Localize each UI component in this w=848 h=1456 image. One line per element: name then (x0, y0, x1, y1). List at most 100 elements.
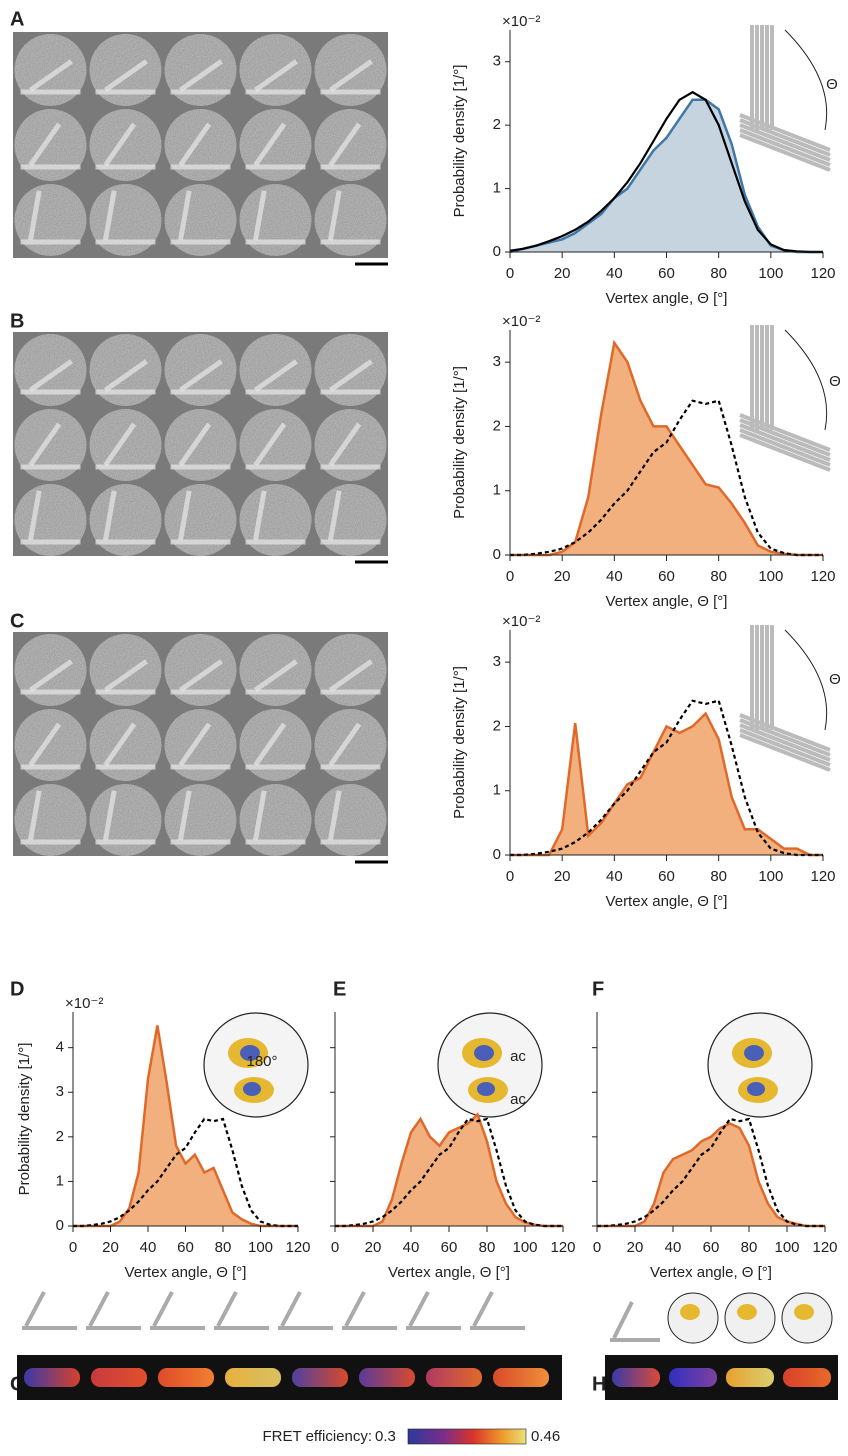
y-tick-label: 3 (56, 1083, 64, 1100)
y-axis-label: Probability density [1/°] (451, 666, 468, 819)
origami-bundle (739, 413, 831, 452)
y-multiplier: ×10⁻² (502, 613, 540, 630)
micrograph-disc (14, 784, 87, 856)
micrograph-disc (89, 709, 162, 781)
fret-strip (669, 1368, 717, 1387)
filament (253, 490, 267, 541)
micrograph-disc (89, 109, 162, 181)
micrograph-disc (314, 109, 387, 181)
x-tick-label: 40 (606, 868, 623, 885)
micrograph (89, 409, 162, 481)
origami-icon (342, 1291, 397, 1330)
x-tick-label: 80 (710, 265, 727, 282)
annotation: Θ (829, 373, 841, 390)
origami-bundle (739, 428, 831, 467)
colorbar (407, 1428, 527, 1445)
fret-strip (225, 1368, 281, 1387)
inset-diagram (739, 625, 831, 772)
micrograph (89, 109, 162, 181)
filament (28, 490, 42, 541)
micrograph-disc (164, 484, 237, 556)
bundle (472, 1291, 494, 1327)
x-tick-label: 0 (593, 1239, 601, 1256)
filament (328, 790, 342, 841)
y-tick-label: 1 (56, 1172, 64, 1189)
x-axis-label: Vertex angle, Θ [°] (125, 1264, 247, 1281)
x-axis-label: Vertex angle, Θ [°] (606, 893, 728, 910)
micrograph (164, 109, 237, 181)
y-tick-label: 1 (493, 482, 501, 499)
origami-bundle (739, 128, 831, 167)
x-tick-label: 20 (554, 868, 571, 885)
x-tick-label: 120 (285, 1239, 310, 1256)
reference-line (510, 399, 823, 557)
micrograph (89, 484, 162, 556)
filament (253, 122, 287, 167)
filament (328, 190, 342, 241)
micrograph (314, 34, 387, 106)
protein-core (744, 1045, 764, 1061)
x-tick-label: 120 (812, 1239, 837, 1256)
micrograph-disc (14, 709, 87, 781)
micrograph (164, 334, 237, 406)
micrograph-disc (239, 34, 312, 106)
micrograph-disc (314, 709, 387, 781)
density-outline (509, 98, 823, 254)
x-tick-label: 100 (512, 1239, 537, 1256)
panel-label: F (592, 978, 604, 1000)
x-tick-label: 0 (506, 868, 514, 885)
x-tick-label: 120 (810, 265, 835, 282)
micrograph-disc (239, 334, 312, 406)
micrograph (239, 484, 312, 556)
inset-diagram (707, 1012, 813, 1118)
micrograph (14, 109, 87, 181)
filament (329, 659, 373, 693)
micrograph (89, 784, 162, 856)
micrograph (164, 634, 237, 706)
fret-strip (726, 1368, 774, 1387)
micrograph (239, 109, 312, 181)
micrograph-disc (89, 184, 162, 256)
micrograph-disc (239, 409, 312, 481)
x-tick-label: 40 (403, 1239, 420, 1256)
micrograph-disc (164, 784, 237, 856)
density-area (73, 1025, 298, 1226)
filament (178, 490, 192, 541)
micrograph-disc (164, 634, 237, 706)
micrograph (314, 334, 387, 406)
inset-diagram (437, 1012, 543, 1118)
inset-diagram (739, 25, 831, 172)
filament (253, 790, 267, 841)
density-area (335, 1114, 563, 1226)
micrograph (314, 484, 387, 556)
micrograph-disc (14, 184, 87, 256)
micrograph-disc (239, 634, 312, 706)
density-outline (510, 711, 823, 857)
filament (253, 422, 287, 467)
x-tick-label: 20 (102, 1239, 119, 1256)
micrograph (89, 634, 162, 706)
origami-icon (86, 1291, 141, 1330)
micrograph (164, 784, 237, 856)
origami-bundle (739, 423, 831, 462)
fret-strip (158, 1368, 214, 1387)
reference-line (335, 1117, 563, 1228)
micrograph-disc (164, 709, 237, 781)
y-axis-label: Probability density [1/°] (451, 65, 468, 218)
micrograph (14, 709, 87, 781)
annotation: 180° (246, 1053, 277, 1070)
reference-line (597, 1117, 825, 1228)
x-tick-label: 80 (215, 1239, 232, 1256)
bundle (612, 1301, 634, 1339)
filament (179, 59, 223, 93)
fret-strip (24, 1368, 80, 1387)
micrograph-disc (14, 34, 87, 106)
y-tick-label: 2 (493, 417, 501, 434)
micrograph-disc (89, 334, 162, 406)
micrograph (14, 784, 87, 856)
x-tick-label: 80 (479, 1239, 496, 1256)
origami-bundle (739, 723, 831, 762)
filament (328, 422, 362, 467)
filament (254, 359, 298, 393)
